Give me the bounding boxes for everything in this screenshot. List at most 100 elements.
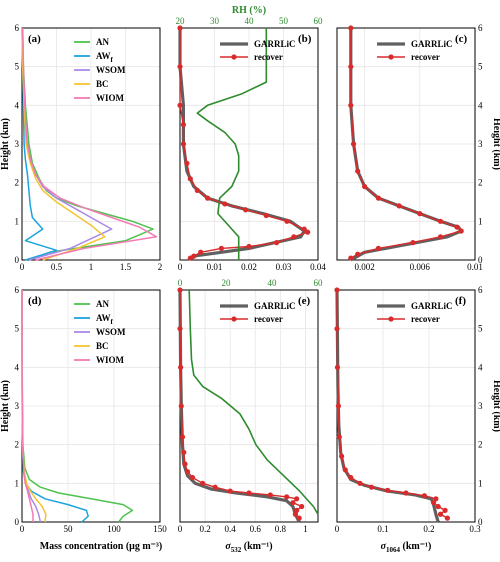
y-tick-label: 2	[478, 440, 483, 450]
legend-label-recover: recover	[254, 314, 283, 324]
recover-point	[355, 168, 361, 174]
top-tick-label: 20	[222, 278, 232, 288]
x-tick-label: 0.1	[377, 524, 388, 534]
recover-point	[417, 211, 423, 217]
recover-point	[246, 490, 252, 496]
recover-point	[218, 245, 224, 251]
y-tick-label: 6	[15, 285, 20, 295]
recover-point	[334, 364, 341, 370]
x-tick-label: 0.006	[410, 262, 431, 272]
x-tick-label: 0	[178, 262, 183, 272]
recover-point	[191, 253, 197, 259]
x-tick-label: 0.4	[225, 524, 237, 534]
top-tick-label: 40	[268, 278, 278, 288]
y-axis-label: Height (km)	[491, 118, 500, 170]
legend-label-bc: BC	[96, 341, 109, 351]
recover-point	[437, 511, 444, 517]
x-tick-label: 1	[89, 262, 94, 272]
x-tick-label: 0.3	[469, 524, 481, 534]
y-axis-label: Height (km)	[0, 118, 11, 170]
top-tick-label: 40	[245, 16, 255, 26]
recover-point	[178, 364, 184, 370]
y-tick-label: 1	[15, 478, 20, 488]
x-tick-label: 0.5	[51, 262, 63, 272]
x-axis-label: Mass concentration (μg m⁻³)	[40, 541, 163, 552]
recover-point	[339, 453, 345, 459]
recover-point	[294, 496, 300, 502]
y-tick-label: 1	[15, 216, 20, 226]
legend-marker-recover	[231, 54, 237, 60]
legend: GARRLiC recover	[220, 301, 296, 324]
recover-point	[180, 122, 187, 128]
recover-point	[189, 474, 196, 481]
recover-point	[396, 203, 402, 209]
legend-label-bc: BC	[96, 79, 109, 89]
x-tick-label: 1.5	[120, 262, 132, 272]
recover-point	[177, 102, 183, 108]
y-tick-label: 4	[478, 100, 483, 110]
x-tick-label: 150	[153, 524, 167, 534]
legend-label-garrlic: GARRLiC	[411, 39, 453, 49]
x-tick-label: 2	[158, 262, 163, 272]
legend-label-aw: AWf	[96, 51, 114, 64]
legend-marker-recover	[388, 316, 394, 322]
x-tick-label: 0.04	[310, 262, 326, 272]
legend-label-an: AN	[96, 37, 109, 47]
series-line-recover	[179, 28, 309, 259]
x-tick-label: 100	[107, 524, 121, 534]
y-tick-label: 5	[478, 62, 483, 72]
legend: GARRLiC recover	[220, 39, 296, 62]
recover-point	[212, 484, 218, 490]
recover-point	[357, 480, 363, 486]
legend-label-garrlic: GARRLiC	[254, 301, 296, 311]
recover-point	[421, 493, 427, 499]
legend-marker-recover	[231, 316, 237, 322]
recover-point	[205, 195, 211, 201]
recover-point	[274, 240, 280, 246]
recover-point	[178, 403, 184, 409]
legend-label-recover: recover	[254, 52, 283, 62]
recover-point	[198, 249, 204, 255]
recover-point	[403, 490, 409, 496]
recover-point	[435, 503, 441, 510]
legend: GARRLiC recover	[377, 39, 453, 62]
x-axis-label: σ532 (km⁻¹)	[225, 541, 272, 554]
y-tick-label: 3	[478, 139, 483, 149]
recover-point	[296, 515, 302, 521]
y-tick-label: 6	[478, 23, 483, 33]
y-tick-label: 3	[15, 401, 20, 411]
recover-point	[267, 492, 273, 498]
x-tick-label: 0	[20, 524, 25, 534]
recover-point	[437, 218, 444, 224]
recover-point	[342, 467, 348, 473]
recover-point	[184, 160, 190, 166]
panel-label: (a)	[28, 33, 41, 45]
recover-point	[348, 474, 354, 481]
recover-point	[334, 287, 340, 293]
recover-point	[182, 461, 188, 467]
y-tick-label: 6	[478, 285, 483, 295]
x-tick-label: 0.02	[241, 262, 257, 272]
plot-border	[21, 27, 161, 261]
recover-point	[242, 207, 249, 213]
x-tick-label: 0.2	[423, 524, 434, 534]
panel-d: 0 50 100 150 0 1 2 3 4 5 6 Height (km) Mass concentr…	[0, 285, 167, 552]
panel-label: (f)	[455, 295, 466, 307]
legend: GARRLiC recover	[377, 301, 453, 324]
recover-point	[179, 434, 186, 440]
recover-point	[336, 434, 342, 440]
y-tick-label: 3	[15, 139, 20, 149]
recover-point	[375, 195, 381, 201]
recover-point	[385, 487, 391, 493]
top-tick-label: 0	[178, 278, 183, 288]
y-tick-label: 0	[478, 517, 483, 527]
y-tick-label: 2	[15, 440, 20, 450]
x-tick-label: 1	[303, 524, 308, 534]
top-tick-label: 20	[176, 16, 186, 26]
x-tick-label: 0.01	[207, 262, 223, 272]
recover-point	[362, 183, 368, 190]
y-tick-label: 1	[478, 216, 483, 226]
